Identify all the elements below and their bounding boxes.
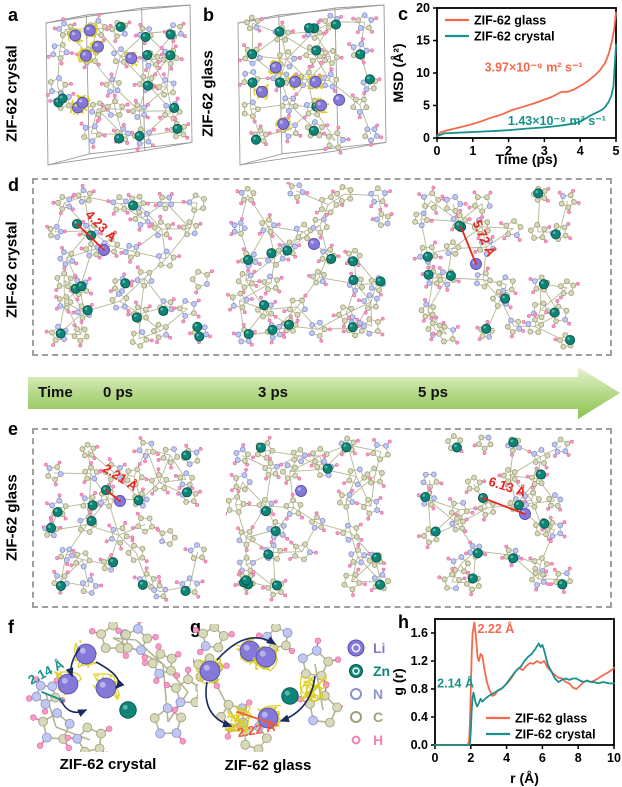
time-tick-5ps: 5 ps	[418, 384, 449, 401]
svg-text:1: 1	[469, 144, 476, 158]
svg-text:2: 2	[467, 751, 474, 765]
panel-a-side-label: ZIF-62 crystal	[3, 45, 21, 143]
panel-d-frame-5ps: 5.72 Å	[412, 185, 581, 350]
svg-text:2.22 Å: 2.22 Å	[477, 621, 514, 636]
svg-text:15: 15	[416, 34, 430, 48]
legend-label-h: H	[373, 731, 384, 748]
svg-text:10: 10	[607, 751, 621, 765]
panel-d-box	[32, 178, 612, 356]
panel-e-letter: e	[8, 419, 19, 439]
legend-label-c: C	[373, 708, 384, 725]
svg-text:0.4: 0.4	[411, 710, 428, 724]
svg-text:0: 0	[434, 144, 441, 158]
svg-text:10: 10	[416, 66, 430, 80]
panel-b-side-label: ZIF-62 glass	[199, 50, 217, 138]
svg-text:0.8: 0.8	[411, 682, 428, 696]
li-atom-icon	[347, 639, 365, 656]
svg-text:0: 0	[432, 751, 439, 765]
panel-a-structure	[45, 4, 193, 166]
legend-item-c: C	[346, 705, 390, 728]
svg-text:r (Å): r (Å)	[510, 770, 539, 786]
panel-a-letter: a	[8, 5, 19, 25]
svg-text:g (r): g (r)	[390, 668, 406, 695]
svg-text:4: 4	[577, 144, 584, 158]
c-atom-icon	[350, 710, 362, 723]
legend-label-n: N	[373, 685, 384, 702]
panel-c-letter: c	[398, 4, 409, 24]
svg-text:4: 4	[503, 751, 510, 765]
legend-item-zn: Zn	[346, 659, 390, 682]
svg-text:1.43×10⁻⁹ m² s⁻¹: 1.43×10⁻⁹ m² s⁻¹	[508, 114, 606, 128]
svg-text:2: 2	[505, 144, 512, 158]
panel-f-letter: f	[8, 617, 14, 637]
panel-f-caption: ZIF-62 crystal	[59, 756, 157, 773]
panel-g-structure: 2.22 Å	[193, 624, 343, 752]
panel-d-frame-0ps: 4.23 Å	[44, 184, 214, 349]
svg-text:0: 0	[423, 131, 430, 145]
panel-e-frame-0ps: 2.21 Å	[42, 436, 208, 602]
svg-text:ZIF-62 crystal: ZIF-62 crystal	[515, 728, 596, 742]
panel-d-letter: d	[8, 175, 19, 195]
distance-2-22: 2.22 Å	[236, 719, 277, 741]
svg-text:0.0: 0.0	[411, 738, 428, 752]
svg-text:20: 20	[416, 1, 430, 15]
svg-text:1.6: 1.6	[411, 626, 428, 640]
svg-text:ZIF-62 crystal: ZIF-62 crystal	[474, 30, 555, 44]
panel-d-frame-3ps	[226, 182, 394, 347]
time-arrow-title: Time	[38, 384, 73, 401]
svg-text:1.2: 1.2	[411, 654, 428, 668]
legend-item-li: Li	[346, 636, 390, 659]
panel-g-caption: ZIF-62 glass	[224, 757, 312, 774]
panel-b-structure	[237, 4, 387, 166]
svg-text:MSD (Å²): MSD (Å²)	[390, 43, 406, 102]
time-tick-3ps: 3 ps	[258, 384, 289, 401]
legend-label-li: Li	[373, 639, 386, 656]
svg-text:ZIF-62 glass: ZIF-62 glass	[474, 14, 546, 28]
svg-text:5: 5	[613, 144, 620, 158]
panel-h-letter: h	[398, 612, 409, 632]
svg-text:3.97×10⁻⁹ m² s⁻¹: 3.97×10⁻⁹ m² s⁻¹	[485, 61, 583, 75]
distance-6-13: 6.13 Å	[487, 474, 529, 500]
panel-e-frame-3ps	[226, 435, 392, 602]
atom-legend: Li Zn N C H	[346, 636, 390, 751]
panel-f-structure: 2.14 Å	[25, 622, 198, 752]
time-arrow-shape	[28, 367, 620, 419]
svg-text:5: 5	[423, 99, 430, 113]
msd-chart: 0 1 2 3 4 5 0 5 10 15 20 Time (ps) MSD (Å²) ZIF-62 gl…	[390, 1, 620, 167]
svg-text:Time (ps): Time (ps)	[496, 151, 558, 167]
panel-e-side-label: ZIF-62 glass	[3, 474, 21, 562]
svg-text:6: 6	[539, 751, 546, 765]
panel-e-box	[32, 428, 612, 608]
n-atom-icon	[350, 687, 362, 700]
panel-b-letter: b	[203, 5, 214, 25]
time-tick-0ps: 0 ps	[103, 384, 134, 401]
legend-item-n: N	[346, 682, 390, 705]
panel-e-frame-5ps: 6.13 Å	[416, 433, 574, 597]
time-arrow: Time 0 ps 3 ps 5 ps	[0, 364, 622, 422]
legend-item-h: H	[346, 728, 390, 751]
zn-atom-icon	[349, 663, 363, 678]
panel-d-side-label: ZIF-62 crystal	[3, 221, 21, 319]
svg-text:ZIF-62 glass: ZIF-62 glass	[515, 712, 587, 726]
svg-text:2.14 Å: 2.14 Å	[437, 676, 474, 691]
svg-text:8: 8	[575, 751, 582, 765]
svg-text:3: 3	[541, 144, 548, 158]
h-atom-icon	[351, 735, 361, 744]
rdf-chart: 0 2 4 6 8 10 0.0 0.4 0.8 1.2 1.6 r (Å) g (r) ZIF-62 g…	[390, 618, 621, 786]
legend-label-zn: Zn	[373, 662, 391, 679]
